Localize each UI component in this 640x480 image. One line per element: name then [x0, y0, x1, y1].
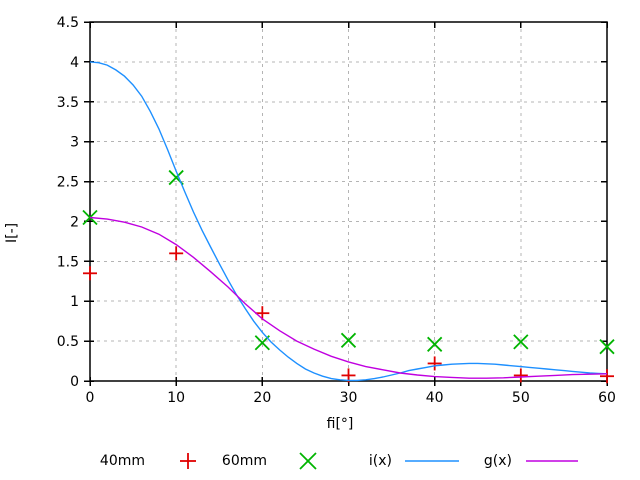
x-tick-label: 10 — [167, 390, 185, 406]
x-tick-label: 0 — [86, 390, 95, 406]
y-tick-label: 4 — [70, 55, 79, 71]
y-tick-label: 3 — [70, 135, 79, 151]
y-tick-label: 1 — [70, 294, 79, 310]
plot-border — [89, 21, 608, 382]
legend-item-60mm: 60mm — [215, 451, 319, 471]
legend-item-gx: g(x) — [478, 451, 580, 471]
legend-item-40mm: 40mm — [93, 451, 199, 471]
y-axis-title: I[-] — [4, 222, 20, 243]
series-line-g(x) — [89, 216, 608, 379]
x-tick-label: 50 — [512, 390, 530, 406]
y-tick-label: 2.5 — [57, 175, 79, 191]
series-line-i(x) — [89, 61, 608, 382]
legend-label-ix: i(x) — [368, 453, 392, 469]
y-tick-label: 0 — [70, 374, 79, 390]
legend-label-gx: g(x) — [483, 453, 512, 469]
series-points-40mm — [83, 246, 614, 384]
y-tick-label: 3.5 — [57, 95, 79, 111]
plus-marker-icon — [180, 453, 196, 469]
line-sample-icon — [526, 460, 578, 462]
y-tick-label: 2 — [70, 214, 79, 230]
y-tick-label: 1.5 — [57, 254, 79, 270]
y-tick-label: 4.5 — [57, 15, 79, 31]
x-axis-title: fi[°] — [326, 416, 354, 432]
legend-label-40mm: 40mm — [99, 453, 145, 469]
cross-marker-icon — [299, 452, 317, 470]
legend: 40mm 60mm i(x) g(x) — [0, 451, 640, 473]
x-tick-label: 60 — [598, 390, 616, 406]
line-sample-icon — [405, 460, 459, 462]
series-points-60mm — [82, 169, 615, 355]
x-tick-label: 40 — [426, 390, 444, 406]
y-tick-label: 0.5 — [57, 334, 79, 350]
x-tick-label: 30 — [340, 390, 358, 406]
legend-label-60mm: 60mm — [221, 453, 267, 469]
x-tick-label: 20 — [253, 390, 271, 406]
legend-item-ix: i(x) — [358, 451, 461, 471]
